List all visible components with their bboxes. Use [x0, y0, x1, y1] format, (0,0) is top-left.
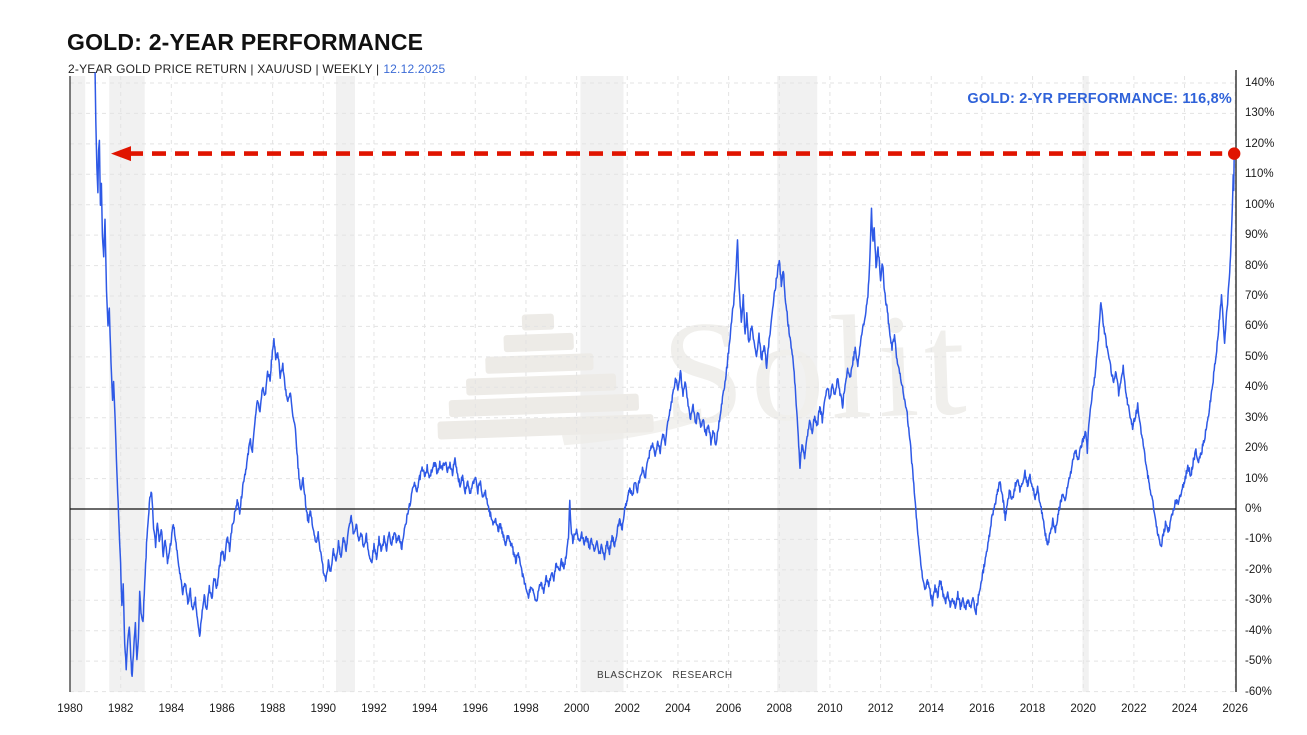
x-tick-label: 2018 [1019, 703, 1046, 715]
y-tick-label: 120% [1245, 137, 1275, 150]
y-tick-label: -10% [1245, 533, 1272, 546]
y-tick-label: -20% [1245, 563, 1272, 576]
x-tick-label: 1990 [310, 703, 337, 715]
watermark: Solit [437, 282, 974, 457]
arrow-head [111, 146, 131, 162]
performance-annotation: GOLD: 2-YR PERFORMANCE: 116,8% [967, 91, 1232, 107]
x-tick-label: 1996 [462, 703, 489, 715]
x-tick-label: 2008 [766, 703, 793, 715]
x-tick-label: 2012 [867, 703, 894, 715]
watermark-pyramid-bar [448, 393, 640, 418]
y-tick-label: 90% [1245, 229, 1269, 242]
watermark-pyramid-bar [466, 373, 617, 396]
y-tick-label: 60% [1245, 320, 1269, 333]
watermark-swoosh [561, 408, 702, 446]
x-tick-label: 1984 [158, 703, 185, 715]
subtitle-date: 12.12.2025 [383, 62, 446, 76]
y-tick-label: 130% [1245, 107, 1275, 120]
x-tick-label: 2002 [614, 703, 641, 715]
x-tick-label: 1980 [57, 703, 83, 715]
y-tick-label: 140% [1245, 77, 1275, 89]
footer-credit: BLASCHZOK RESEARCH [597, 670, 733, 681]
x-tick-label: 2016 [969, 703, 995, 715]
recession-band [777, 76, 818, 692]
watermark-pyramid-bar [503, 332, 574, 353]
x-tick-label: 1982 [107, 703, 134, 715]
chart-subtitle: 2-YEAR GOLD PRICE RETURN | XAU/USD | WEE… [68, 62, 445, 76]
recession-band [335, 76, 355, 692]
x-tick-label: 2020 [1070, 703, 1096, 715]
recession-band [70, 76, 86, 692]
recession-band [109, 76, 145, 692]
page-title: GOLD: 2-YEAR PERFORMANCE [67, 29, 424, 55]
y-tick-label: -60% [1245, 685, 1272, 698]
x-tick-label: 2026 [1222, 703, 1248, 715]
x-tick-label: 1994 [411, 703, 438, 715]
gridlines [69, 76, 1236, 693]
x-tick-label: 2000 [563, 703, 590, 715]
x-tick-label: 2006 [715, 703, 742, 715]
y-tick-label: 50% [1245, 350, 1269, 363]
y-tick-label: 40% [1245, 381, 1269, 394]
x-tick-label: 1986 [209, 703, 235, 715]
y-tick-label: -50% [1245, 655, 1272, 668]
x-tick-label: 2024 [1171, 703, 1198, 715]
x-tick-label: 2014 [918, 703, 945, 715]
x-tick-label: 2010 [817, 703, 843, 715]
gold-return-line [94, 72, 1235, 678]
y-tick-label: 0% [1245, 503, 1262, 515]
y-tick-label: 10% [1245, 472, 1269, 485]
y-tick-label: 80% [1245, 259, 1269, 272]
x-tick-label: 1992 [361, 703, 387, 715]
subtitle-text: 2-YEAR GOLD PRICE RETURN | XAU/USD | WEE… [68, 62, 380, 76]
y-tick-label: 30% [1245, 411, 1269, 424]
recession-bands [70, 76, 1089, 692]
watermark-pyramid-bar [485, 353, 594, 374]
x-tick-label: 2022 [1121, 703, 1147, 715]
recession-band [1082, 76, 1089, 692]
watermark-brand-text: Solit [659, 282, 974, 457]
x-tick-label: 2004 [665, 703, 691, 715]
performance-arrow [111, 146, 1241, 162]
x-tick-label: 1988 [259, 703, 286, 715]
x-tick-label: 1998 [513, 703, 539, 715]
y-tick-label: 110% [1245, 168, 1274, 181]
y-tick-label: 70% [1245, 290, 1269, 302]
watermark-pyramid-bar [521, 313, 555, 331]
y-tick-label: -40% [1245, 624, 1272, 637]
y-tick-label: 100% [1245, 198, 1275, 211]
y-tick-label: -30% [1245, 594, 1272, 607]
endpoint-dot [1227, 147, 1241, 160]
y-tick-label: 20% [1245, 442, 1269, 455]
